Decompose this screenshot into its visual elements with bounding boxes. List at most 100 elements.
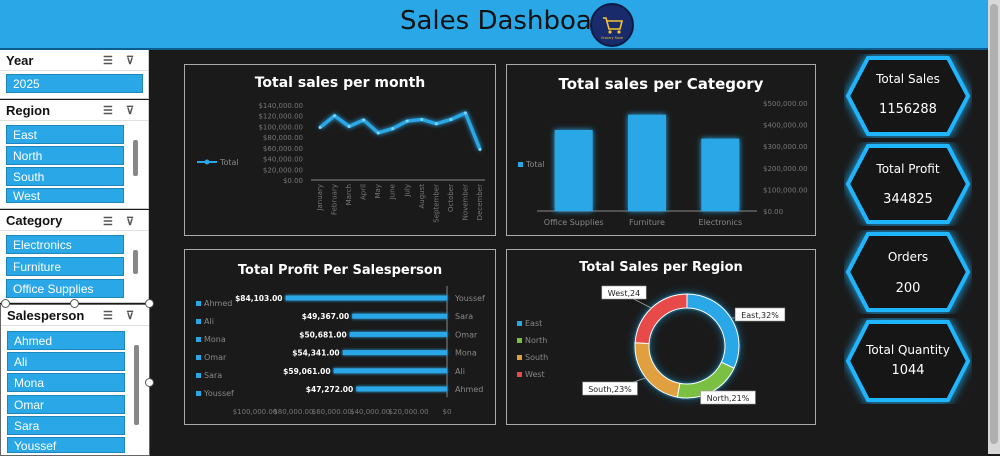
y-tick-label: $40,000.00 [263, 156, 303, 164]
x-tick-label: $40,000.00 [350, 408, 390, 416]
slicer-item-mona[interactable]: Mona [7, 373, 125, 392]
y-tick-label: $400,000.00 [763, 122, 808, 130]
legend-label: West [525, 370, 545, 379]
legend-label: Total [219, 158, 239, 167]
slicer-item-east[interactable]: East [6, 125, 124, 144]
clear-filter-icon[interactable]: ⊽ [126, 310, 135, 322]
kpi-total-quantity: Total Quantity 1044 [844, 318, 972, 404]
multi-select-icon[interactable]: ☰ [103, 216, 113, 228]
slicer-item-south[interactable]: South [6, 167, 124, 186]
data-point [376, 131, 380, 135]
x-tick-label: May [374, 184, 382, 198]
legend-label: Sara [204, 371, 222, 380]
slicer-title: Salesperson [7, 307, 85, 323]
legend-label: South [525, 353, 548, 362]
slicer-item-furniture[interactable]: Furniture [6, 257, 124, 276]
resize-handle[interactable] [1, 299, 10, 308]
slicer-item-ali[interactable]: Ali [7, 352, 125, 371]
data-label: South,23% [588, 385, 632, 394]
legend-swatch [518, 162, 523, 167]
kpi-label: Total Sales [876, 72, 940, 86]
x-tick-label: November [461, 184, 469, 221]
data-label: $47,272.00 [306, 385, 353, 394]
hexagon-shape [845, 320, 971, 402]
donut-chart-svg: East North South West East,32% North,21% South… [517, 285, 786, 405]
slicer-item-youssef[interactable]: Youssef [7, 437, 125, 453]
bar-office-supplies [554, 130, 593, 211]
slicer-scrollbar[interactable] [133, 140, 138, 176]
clear-filter-icon[interactable]: ⊽ [126, 55, 135, 67]
data-point [347, 124, 351, 128]
slicer-scrollbar[interactable] [133, 250, 138, 274]
y-tick-label: $300,000.00 [763, 143, 808, 151]
legend-label: North [525, 336, 547, 345]
chart-title: Total Sales per Region [579, 260, 743, 275]
hexagon-shape [845, 56, 971, 136]
legend-swatch [517, 338, 522, 343]
slicer-item-omar[interactable]: Omar [7, 395, 125, 414]
slicer-item-sara[interactable]: Sara [7, 416, 125, 435]
data-point [405, 119, 409, 123]
data-label-box [734, 307, 786, 322]
slicer-title: Year [6, 52, 34, 68]
bar-chart-svg: Total $500,000.00 $400,000.00 $300,000.00 $… [518, 100, 808, 227]
legend-swatch [517, 372, 522, 377]
kpi-value: 344825 [883, 192, 933, 207]
slicer-scrollbar[interactable] [134, 345, 139, 425]
data-point [434, 122, 438, 126]
data-point [463, 111, 467, 115]
y-tick-label: $140,000.00 [258, 102, 303, 110]
dashboard-header: Sales Dashboard Grocery Store [0, 0, 988, 50]
slicer-item-electronics[interactable]: Electronics [6, 235, 124, 254]
data-point [391, 127, 395, 131]
slice-east [686, 293, 740, 369]
x-tick-label: $100,000.00 [233, 408, 278, 416]
resize-handle[interactable] [70, 299, 79, 308]
x-tick-label: September [432, 184, 440, 223]
store-logo: Grocery Store [590, 3, 634, 47]
multi-select-icon[interactable]: ☰ [103, 55, 113, 67]
bar-ahmed [356, 386, 447, 392]
kpi-value: 1044 [891, 363, 925, 378]
y-tick-label: $120,000.00 [258, 113, 303, 121]
slicer-item-north[interactable]: North [6, 146, 124, 165]
y-tick-label: $0.00 [763, 208, 783, 216]
resize-handle[interactable] [145, 299, 154, 308]
kpi-label: Total Quantity [866, 343, 950, 357]
legend-label: Total [525, 160, 545, 169]
multi-select-icon[interactable]: ☰ [103, 310, 113, 322]
slicer-item-ahmed[interactable]: Ahmed [7, 331, 125, 350]
legend-swatch [517, 355, 522, 360]
legend-label: Ali [204, 317, 214, 326]
slicer-item-2025[interactable]: 2025 [6, 74, 143, 93]
kpi-value: 200 [895, 281, 921, 296]
x-tick-label: January [316, 184, 324, 212]
legend-label: Omar [204, 353, 227, 362]
data-label-box [601, 285, 647, 300]
x-tick-label: $0 [443, 408, 452, 416]
clear-filter-icon[interactable]: ⊽ [126, 105, 135, 117]
slice-west [634, 293, 688, 345]
resize-handle[interactable] [145, 378, 154, 387]
vertical-scrollbar[interactable] [988, 0, 1000, 454]
data-label-box [700, 390, 756, 405]
clear-filter-icon[interactable]: ⊽ [126, 216, 135, 228]
y-tick-label: $0.00 [283, 177, 303, 185]
slicer-header: Year ☰ ⊽ [0, 50, 148, 71]
scrollbar-thumb[interactable] [990, 4, 998, 444]
bar-omar [349, 331, 447, 337]
x-tick-label: February [331, 184, 339, 215]
hbar-chart-svg: Ahmed Ali Mona Omar Sara Youssef $84,103.00 You… [196, 286, 485, 416]
kpi-value: 1156288 [879, 102, 937, 117]
data-label: $84,103.00 [235, 294, 282, 303]
y-tick-label: $200,000.00 [763, 165, 808, 173]
data-label-box [582, 381, 638, 396]
y-tick-label: Youssef [454, 294, 485, 303]
slicer-header: Category ☰ ⊽ [0, 210, 148, 231]
region-sales-chart: Total Sales per Region East North South Wes… [506, 249, 816, 425]
multi-select-icon[interactable]: ☰ [103, 105, 113, 117]
kpi-label: Orders [887, 250, 929, 264]
slicer-item-office-supplies[interactable]: Office Supplies [6, 279, 124, 298]
slicer-item-west[interactable]: West [6, 188, 124, 203]
data-point [449, 117, 453, 121]
